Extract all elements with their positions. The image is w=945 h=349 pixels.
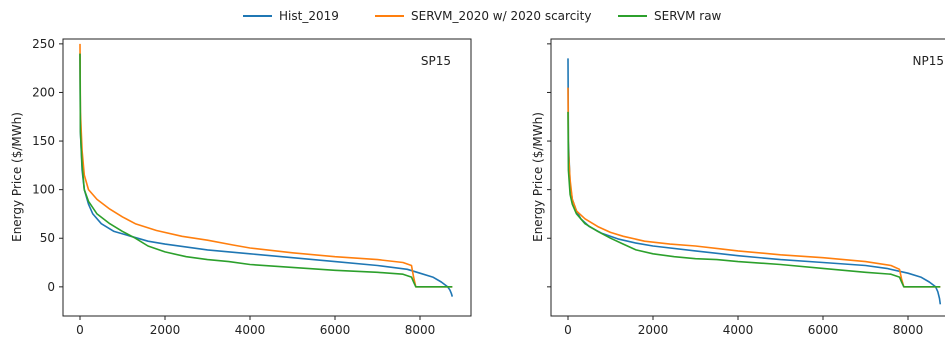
y-tick-label: 0 xyxy=(47,280,55,294)
y-tick-label: 250 xyxy=(32,37,55,51)
legend-label-hist-2019: Hist_2019 xyxy=(279,9,339,23)
x-tick-label: 4000 xyxy=(235,323,266,337)
x-tick-label: 2000 xyxy=(638,323,669,337)
chart-panel-np15: 0 2000 4000 6000 8000 Energy Price ($/MWh) N… xyxy=(531,38,945,337)
plot-area-frame xyxy=(550,38,945,317)
x-tick-label: 6000 xyxy=(320,323,351,337)
series-line-servm-2020-w-2020-scarcity xyxy=(79,43,453,288)
legend-label-servm-raw: SERVM raw xyxy=(654,9,722,23)
x-tick-label: 0 xyxy=(564,323,572,337)
series-line-servm-raw xyxy=(567,111,941,288)
y-tick-label: 150 xyxy=(32,134,55,148)
series-line-hist-2019 xyxy=(79,53,454,297)
legend-label-servm-2020: SERVM_2020 w/ 2020 scarcity xyxy=(411,9,591,23)
y-tick-label: 200 xyxy=(32,85,55,99)
x-tick-label: 0 xyxy=(76,323,84,337)
panel-label-sp15: SP15 xyxy=(421,54,451,68)
plot-area-frame xyxy=(62,38,472,317)
x-tick-label: 8000 xyxy=(893,323,924,337)
y-axis-label: Energy Price ($/MWh) xyxy=(531,112,545,242)
x-tick-label: 8000 xyxy=(405,323,436,337)
x-tick-label: 6000 xyxy=(808,323,839,337)
series-line-servm-2020-w-2020-scarcity xyxy=(567,87,941,288)
x-tick-label: 2000 xyxy=(150,323,181,337)
series-line-servm-raw xyxy=(79,53,453,288)
y-tick-label: 50 xyxy=(40,231,55,245)
y-tick-label: 100 xyxy=(32,183,55,197)
legend: Hist_2019 SERVM_2020 w/ 2020 scarcity SE… xyxy=(243,9,722,23)
chart-panel-sp15: 0 2000 4000 6000 8000 0 50 100 150 200 250 Energy… xyxy=(10,37,472,337)
panel-label-np15: NP15 xyxy=(913,54,944,68)
x-tick-label: 4000 xyxy=(723,323,754,337)
y-axis-label: Energy Price ($/MWh) xyxy=(10,112,24,242)
